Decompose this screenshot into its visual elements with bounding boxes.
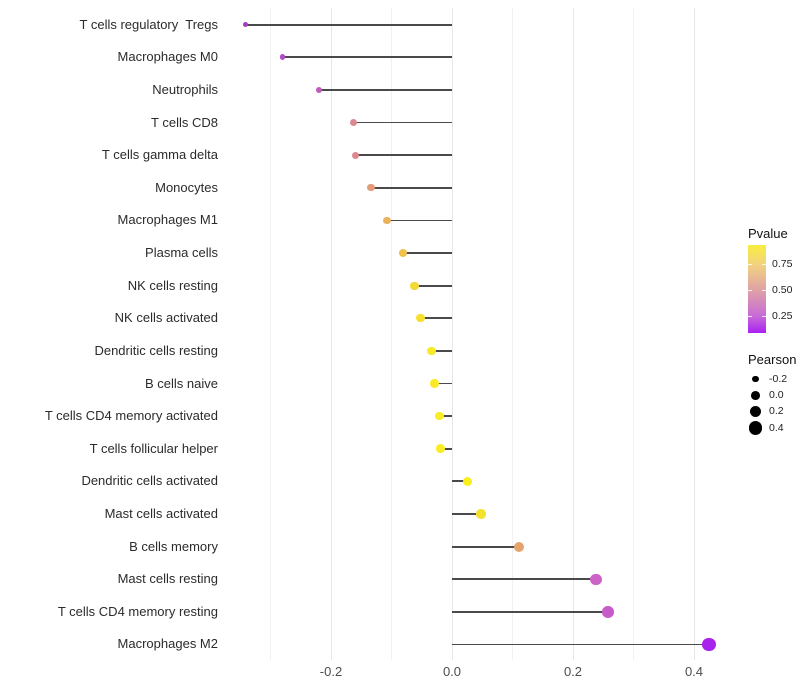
gridline-major [451, 8, 453, 660]
lollipop-dot [590, 573, 602, 585]
lollipop-dot [702, 637, 716, 652]
lollipop-stick [420, 317, 452, 320]
lollipop-stick [452, 513, 482, 515]
lollipop-stick [370, 186, 452, 189]
y-axis-label: T cells follicular helper [89, 440, 218, 456]
lollipop-dot [476, 509, 486, 519]
lollipop-dot [410, 281, 419, 290]
pearson-legend-dot [751, 390, 760, 400]
lollipop-dot [427, 346, 436, 356]
y-axis-label: B cells memory [129, 538, 218, 554]
lollipop-dot [435, 411, 444, 421]
y-axis-label: T cells gamma delta [101, 147, 218, 163]
y-axis-label: Dendritic cells resting [94, 342, 218, 358]
y-axis-label: T cells CD8 [151, 114, 218, 130]
gridline-minor [512, 8, 513, 660]
y-axis-label: T cells CD4 memory activated [44, 408, 218, 424]
lollipop-dot [367, 184, 375, 192]
lollipop-stick [431, 350, 452, 352]
pearson-legend-label: -0.2 [769, 373, 788, 385]
lollipop-stick [440, 447, 452, 450]
y-axis-label: B cells naive [145, 375, 218, 391]
lollipop-stick [452, 643, 710, 646]
lollipop-dot [462, 476, 472, 486]
y-axis-label: NK cells resting [127, 277, 218, 293]
lollipop-stick [439, 415, 452, 418]
lollipop-dot [399, 249, 407, 257]
y-axis-label: T cells CD4 memory resting [57, 603, 218, 619]
lollipop-stick [353, 121, 452, 124]
x-axis-tick-label: 0.2 [563, 664, 583, 679]
pvalue-tick-label: 0.50 [772, 284, 793, 296]
y-axis-label: NK cells activated [114, 310, 218, 326]
pvalue-bar-tick [762, 290, 766, 291]
lollipop-dot [279, 54, 286, 61]
y-axis-label: Macrophages M1 [117, 212, 218, 228]
pearson-legend-label: 0.0 [769, 389, 784, 402]
lollipop-stick [318, 89, 452, 91]
gridline-minor [391, 8, 392, 660]
lollipop-stick [452, 578, 596, 581]
pearson-legend-label: 0.4 [769, 422, 784, 434]
pvalue-bar-tick [748, 264, 752, 265]
pearson-legend-title: Pearson [748, 352, 797, 367]
lollipop-stick [245, 23, 452, 26]
lollipop-stick [452, 545, 520, 548]
pvalue-bar-tick [762, 264, 766, 265]
pvalue-bar-tick [748, 290, 752, 291]
x-axis-tick-label: 0.0 [442, 664, 462, 679]
gridline-minor [270, 8, 271, 660]
y-axis-label: T cells regulatory Tregs [79, 16, 218, 32]
lollipop-dot [315, 86, 323, 94]
lollipop-dot [383, 216, 392, 225]
pearson-legend-label: 0.2 [769, 405, 784, 418]
pvalue-gradient-bar [748, 245, 766, 333]
pearson-legend-dot [750, 405, 761, 417]
pearson-legend-dot [752, 375, 759, 383]
lollipop-stick [434, 382, 452, 385]
lollipop-stick [282, 56, 452, 59]
y-axis-label: Macrophages M0 [117, 49, 218, 65]
pvalue-bar-tick [748, 316, 752, 317]
lollipop-stick [414, 284, 452, 287]
pvalue-legend-title: Pvalue [748, 226, 788, 241]
lollipop-stick [387, 219, 452, 222]
lollipop-stick [452, 610, 609, 613]
y-axis-label: Mast cells resting [117, 571, 218, 587]
y-axis-label: Dendritic cells activated [81, 473, 218, 489]
lollipop-dot [242, 22, 248, 28]
pvalue-tick-label: 0.25 [772, 310, 793, 322]
y-axis-label: Monocytes [155, 179, 218, 195]
pearson-legend-dot [748, 421, 763, 435]
lollipop-dot [416, 314, 425, 323]
pvalue-bar-tick [762, 316, 766, 317]
lollipop-dot [436, 444, 445, 454]
gridline-minor [633, 8, 634, 660]
y-axis-label: Macrophages M2 [117, 636, 218, 652]
lollipop-dot [349, 119, 357, 127]
x-axis-tick-label: -0.2 [319, 664, 343, 679]
y-axis-label: Mast cells activated [104, 506, 218, 521]
gridline-major [330, 8, 332, 660]
lollipop-stick [452, 480, 468, 483]
y-axis-label: Neutrophils [152, 81, 218, 97]
gridline-major [572, 8, 574, 660]
lollipop-dot [514, 541, 525, 552]
gridline-major [693, 8, 695, 660]
lollipop-dot [602, 606, 614, 618]
lollipop-dot [430, 379, 439, 388]
pvalue-tick-label: 0.75 [772, 258, 793, 270]
lollipop-stick [402, 252, 452, 254]
y-axis-label: Plasma cells [145, 245, 218, 261]
x-axis-tick-label: 0.4 [684, 664, 704, 679]
lollipop-dot [351, 151, 359, 159]
lollipop-stick [355, 154, 452, 157]
